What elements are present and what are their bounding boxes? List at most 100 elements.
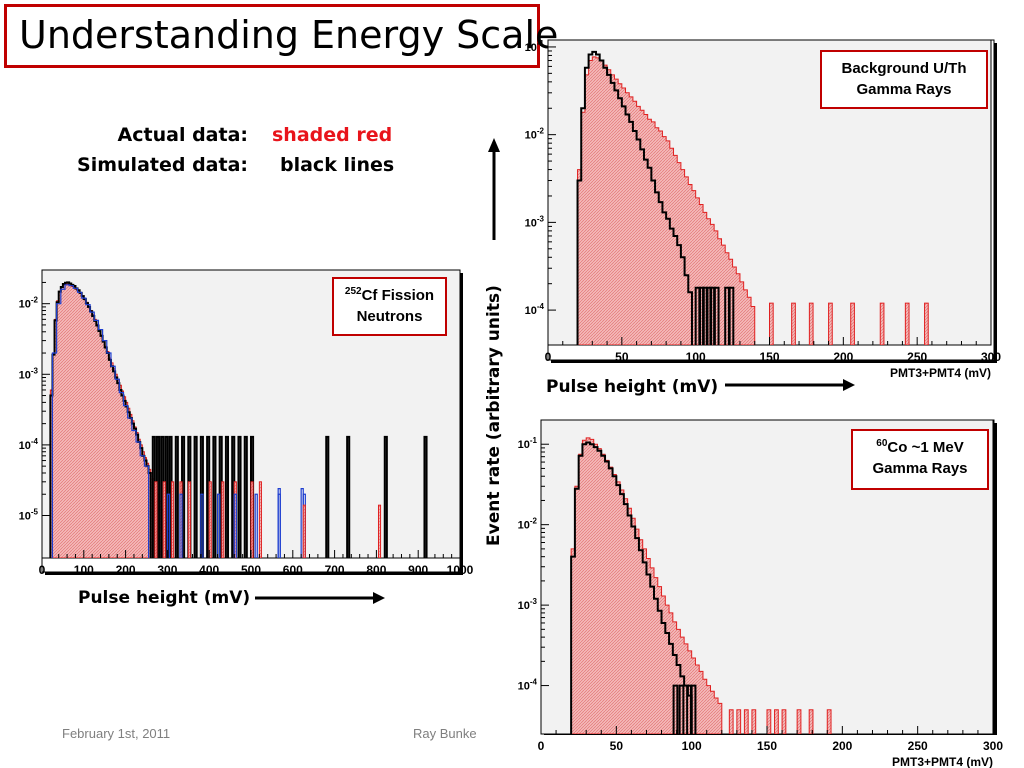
cf252-x-tick-label: 300 (157, 563, 177, 577)
cf252-x-tick-label: 0 (39, 563, 46, 577)
cf252-spike (383, 435, 388, 558)
legend-actual: Actual data: shaded red (48, 124, 408, 152)
cf252-spike (377, 504, 382, 558)
cf252-spike (212, 435, 217, 558)
cf252-spike (174, 435, 179, 558)
background-series-actual (577, 56, 756, 345)
co60-spike (774, 709, 779, 734)
cf252-spike (325, 435, 330, 558)
co60-y-tick-label: 10-3 (518, 597, 538, 612)
background-xlabel-arrow (725, 379, 855, 391)
background-spike (728, 286, 735, 345)
background-data (576, 50, 929, 345)
legend-simulated: Simulated data: black lines (48, 154, 408, 182)
co60-spike (728, 709, 734, 734)
background-spike (924, 302, 929, 345)
background-axis-title: PMT3+PMT4 (mV) (890, 366, 991, 380)
cf252-xlabel: Pulse height (mV) (78, 588, 251, 608)
background-x-tick-label: 300 (981, 350, 1001, 364)
cf252-y-tick-label: 10-3 (19, 366, 39, 381)
cf252-x-tick-label: 1000 (447, 563, 474, 577)
background-spike (769, 302, 774, 345)
cf252-axes: 0 100 200 300 400 500 600 700 800 900 1000 10-2 10-3… (19, 281, 474, 577)
cf252-series-simulated (49, 281, 152, 558)
co60-spike (690, 684, 697, 734)
cf252-annotation-line: Neutrons (357, 308, 423, 325)
cf252-x-tick-label: 900 (408, 563, 428, 577)
cf252-spike (179, 493, 183, 558)
cf252-spike (166, 493, 171, 558)
cf252-series-extra (51, 284, 150, 558)
background-x-tick-label: 100 (686, 350, 706, 364)
background-annotation-line: Gamma Rays (856, 81, 951, 98)
co60-x-tick-label: 300 (983, 739, 1003, 753)
background-x-tick-label: 250 (907, 350, 927, 364)
co60-axes: 0 50 100 150 200 250 300 10-1 10-2 10-3 10-4 (518, 436, 1004, 753)
cf252-annotation-line: 252Cf Fission (345, 286, 434, 304)
co60-histogram: 0 50 100 150 200 250 300 10-1 10-2 10-3 10-4 60Co ~… (518, 419, 1004, 768)
cf252-spike (250, 481, 254, 558)
cf252-y-tick-label: 10-2 (19, 296, 39, 311)
cf252-spike (200, 493, 204, 558)
cf252-spike (346, 435, 351, 558)
background-annotation-box (820, 50, 988, 109)
legend-simulated-label: Simulated data: (77, 154, 248, 176)
co60-spike (743, 709, 749, 734)
background-axes: 0 50 100 150 200 250 300 10-1 10-2 10-3 10-4 (525, 39, 1002, 364)
cf252-x-tick-label: 400 (199, 563, 219, 577)
cf252-spike (224, 435, 230, 558)
background-annotation-line: Background U/Th (841, 60, 966, 77)
co60-spike (796, 709, 802, 734)
cf252-x-tick-label: 600 (283, 563, 303, 577)
background-series-simulated (576, 50, 693, 345)
background-x-tick-label: 200 (833, 350, 853, 364)
cf252-spike (258, 481, 262, 558)
cf252-spike (162, 481, 166, 558)
cf252-y-tick-label: 10-5 (19, 507, 39, 522)
co60-spike (678, 684, 685, 734)
cf252-y-tick-label: 10-4 (19, 437, 39, 452)
co60-spike (781, 709, 787, 734)
background-spike (879, 302, 885, 345)
y-axis-arrow (488, 138, 500, 240)
background-y-tick-label: 10-2 (525, 127, 545, 142)
cf252-x-tick-label: 100 (74, 563, 94, 577)
background-xlabel: Pulse height (mV) (546, 377, 719, 397)
cf252-spike (221, 481, 225, 558)
cf252-spike (233, 493, 237, 558)
background-spike (904, 302, 910, 345)
legend-simulated-value: black lines (280, 154, 395, 176)
co60-y-tick-label: 10-2 (518, 517, 538, 532)
background-spike (828, 302, 833, 345)
co60-y-tick-label: 10-4 (518, 678, 538, 693)
footer-author: Ray Bunke (413, 726, 477, 741)
co60-series-simulated (570, 441, 693, 734)
cf252-histogram: 0 100 200 300 400 500 600 700 800 900 1000 10-2 10-3… (19, 269, 474, 577)
co60-spike (766, 709, 772, 734)
cf252-spike (171, 481, 175, 558)
cf252-spike (208, 481, 212, 558)
co60-data (570, 437, 832, 734)
co60-x-tick-label: 200 (832, 739, 852, 753)
background-spike (713, 286, 720, 345)
co60-spike (672, 684, 679, 734)
background-x-tick-label: 150 (759, 350, 779, 364)
cf252-x-tick-label: 800 (366, 563, 386, 577)
co60-spike (736, 709, 742, 734)
co60-x-tick-label: 250 (908, 739, 928, 753)
co60-annotation-line: 60Co ~1 MeV (876, 438, 963, 456)
cf252-data (49, 281, 428, 558)
cf252-spike (302, 504, 306, 558)
co60-y-tick-label: 10-1 (518, 436, 538, 451)
co60-annotation-box (851, 429, 989, 490)
co60-x-tick-label: 150 (757, 739, 777, 753)
co60-x-tick-label: 100 (682, 739, 702, 753)
cf252-spike (193, 435, 198, 558)
cf252-x-tick-label: 700 (325, 563, 345, 577)
co60-annotation-line: Gamma Rays (872, 460, 967, 477)
co60-spike (751, 709, 757, 734)
co60-spike (808, 709, 814, 734)
slide-title: Understanding Energy Scale (19, 13, 559, 57)
co60-x-tick-label: 50 (610, 739, 624, 753)
title-box: Understanding Energy Scale (4, 4, 558, 68)
